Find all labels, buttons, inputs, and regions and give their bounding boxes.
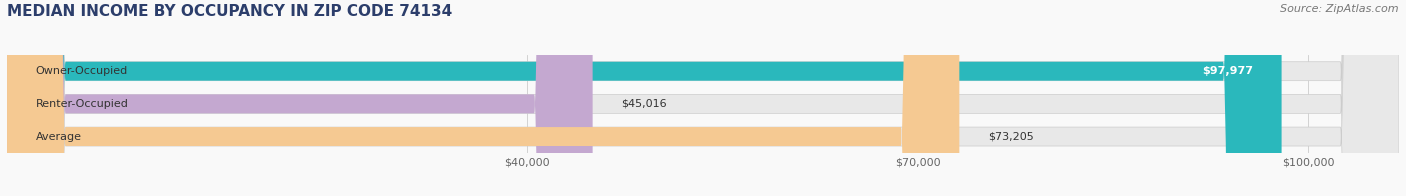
Text: $97,977: $97,977 <box>1202 66 1253 76</box>
Text: $45,016: $45,016 <box>621 99 666 109</box>
FancyBboxPatch shape <box>7 0 1399 196</box>
FancyBboxPatch shape <box>7 0 1399 196</box>
Text: Average: Average <box>35 132 82 142</box>
Text: Source: ZipAtlas.com: Source: ZipAtlas.com <box>1281 4 1399 14</box>
FancyBboxPatch shape <box>7 0 593 196</box>
Text: MEDIAN INCOME BY OCCUPANCY IN ZIP CODE 74134: MEDIAN INCOME BY OCCUPANCY IN ZIP CODE 7… <box>7 4 453 19</box>
FancyBboxPatch shape <box>7 0 1399 196</box>
Text: $73,205: $73,205 <box>988 132 1033 142</box>
Text: Renter-Occupied: Renter-Occupied <box>35 99 128 109</box>
Text: Owner-Occupied: Owner-Occupied <box>35 66 128 76</box>
FancyBboxPatch shape <box>7 0 1282 196</box>
FancyBboxPatch shape <box>7 0 959 196</box>
